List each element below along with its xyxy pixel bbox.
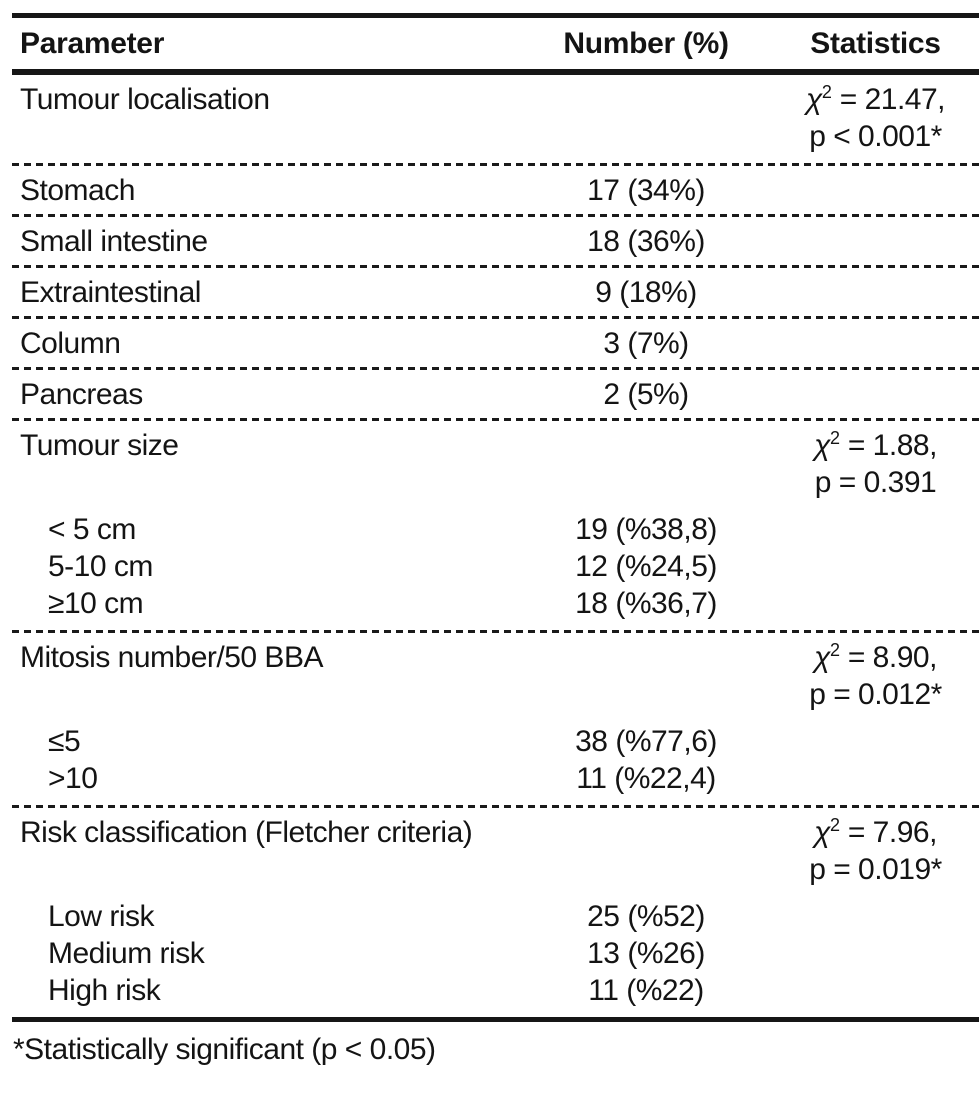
table-bottom-rule: [12, 1017, 979, 1022]
chi-symbol: χ: [814, 429, 830, 462]
stats-cell: χ2 = 1.88,: [772, 427, 979, 464]
table-row: Medium risk 13 (%26): [12, 935, 979, 972]
parameter-cell: High risk: [48, 974, 161, 1007]
spacer: [12, 501, 979, 511]
dashed-divider: [12, 630, 979, 633]
parameter-cell: ≤5: [48, 725, 81, 758]
table-row: Extraintestinal 9 (18%): [12, 274, 979, 311]
stats-cell: χ2 = 7.96,: [772, 814, 979, 851]
parameter-cell: Low risk: [48, 900, 155, 933]
parameter-cell: Tumour localisation: [20, 83, 270, 116]
table-row: p = 0.019*: [12, 851, 979, 888]
dashed-divider: [12, 163, 979, 166]
number-cell: 13 (%26): [587, 937, 705, 970]
table-header-row: Parameter Number (%) Statistics: [12, 18, 979, 75]
table-row: >10 11 (%22,4): [12, 760, 979, 797]
chi-symbol: χ: [814, 816, 830, 849]
number-cell: 17 (34%): [587, 174, 705, 207]
chi-exponent: 2: [829, 640, 840, 660]
parameter-cell: 5-10 cm: [48, 550, 153, 583]
dashed-divider: [12, 265, 979, 268]
table-row: p = 0.012*: [12, 676, 979, 713]
table-row: 5-10 cm 12 (%24,5): [12, 548, 979, 585]
chi-value: = 21.47,: [831, 83, 946, 116]
parameter-cell: Pancreas: [20, 378, 143, 411]
row-extraintestinal: Extraintestinal 9 (18%): [12, 268, 979, 316]
dashed-divider: [12, 214, 979, 217]
number-cell: 9 (18%): [595, 276, 697, 309]
parameter-cell: >10: [48, 762, 98, 795]
table-row: Low risk 25 (%52): [12, 898, 979, 935]
parameter-cell: Small intestine: [20, 225, 208, 258]
table-row: Tumour localisation χ2 = 21.47,: [12, 81, 979, 118]
column-header-parameter: Parameter: [20, 27, 165, 60]
parameter-cell: Mitosis number/50 BBA: [20, 641, 323, 674]
section-mitosis-number: Mitosis number/50 BBA χ2 = 8.90, p = 0.0…: [12, 633, 979, 805]
dashed-divider: [12, 367, 979, 370]
chi-value: = 7.96,: [839, 816, 938, 849]
number-cell: 2 (5%): [603, 378, 689, 411]
chi-symbol: χ: [814, 641, 830, 674]
table-row: Pancreas 2 (5%): [12, 376, 979, 413]
table-row: Stomach 17 (34%): [12, 172, 979, 209]
chi-symbol: χ: [805, 83, 822, 116]
table-row: ≥10 cm 18 (%36,7): [12, 585, 979, 622]
chi-value: = 8.90,: [839, 641, 938, 674]
p-value: p = 0.391: [814, 466, 937, 499]
statistics-table: Parameter Number (%) Statistics Tumour l…: [12, 13, 979, 1022]
section-risk-classification: Risk classification (Fletcher criteria) …: [12, 808, 979, 1017]
p-value: p = 0.019*: [809, 853, 942, 886]
section-tumour-localisation: Tumour localisation χ2 = 21.47, p < 0.00…: [12, 75, 979, 163]
number-cell: 25 (%52): [587, 900, 705, 933]
parameter-cell: Risk classification (Fletcher criteria): [20, 816, 473, 849]
parameter-cell: Stomach: [20, 174, 135, 207]
parameter-cell: Extraintestinal: [20, 276, 201, 309]
dashed-divider: [12, 316, 979, 319]
column-header-number: Number (%): [563, 27, 729, 60]
section-tumour-size: Tumour size χ2 = 1.88, p = 0.391 < 5 cm …: [12, 421, 979, 630]
chi-exponent: 2: [821, 82, 832, 102]
row-stomach: Stomach 17 (34%): [12, 166, 979, 214]
table-row: Column 3 (7%): [12, 325, 979, 362]
spacer: [12, 888, 979, 898]
row-small-intestine: Small intestine 18 (36%): [12, 217, 979, 265]
chi-exponent: 2: [829, 815, 840, 835]
parameter-cell: Tumour size: [20, 429, 179, 462]
chi-exponent: 2: [829, 428, 840, 448]
number-cell: 3 (7%): [603, 327, 689, 360]
number-cell: 12 (%24,5): [575, 550, 717, 583]
number-cell: 11 (%22,4): [576, 762, 716, 795]
p-value: p = 0.012*: [809, 678, 942, 711]
table-row: High risk 11 (%22): [12, 972, 979, 1009]
table-row: Small intestine 18 (36%): [12, 223, 979, 260]
parameter-cell: Medium risk: [48, 937, 205, 970]
row-column: Column 3 (7%): [12, 319, 979, 367]
number-cell: 18 (36%): [587, 225, 705, 258]
p-value: p < 0.001*: [809, 120, 942, 153]
table-row: < 5 cm 19 (%38,8): [12, 511, 979, 548]
parameter-cell: Column: [20, 327, 121, 360]
number-cell: 18 (%36,7): [575, 587, 717, 620]
table-row: Mitosis number/50 BBA χ2 = 8.90,: [12, 639, 979, 676]
stats-cell: χ2 = 8.90,: [772, 639, 979, 676]
chi-value: = 1.88,: [839, 429, 938, 462]
table-row: ≤5 38 (%77,6): [12, 723, 979, 760]
number-cell: 11 (%22): [588, 974, 704, 1007]
parameter-cell: ≥10 cm: [48, 587, 144, 620]
dashed-divider: [12, 418, 979, 421]
table-row: p = 0.391: [12, 464, 979, 501]
footnote: *Statistically significant (p < 0.05): [13, 1033, 436, 1066]
table-row: Tumour size χ2 = 1.88,: [12, 427, 979, 464]
number-cell: 38 (%77,6): [575, 725, 717, 758]
table-row: Risk classification (Fletcher criteria) …: [12, 814, 979, 851]
table-row: p < 0.001*: [12, 118, 979, 155]
row-pancreas: Pancreas 2 (5%): [12, 370, 979, 418]
parameter-cell: < 5 cm: [48, 513, 136, 546]
dashed-divider: [12, 805, 979, 808]
number-cell: 19 (%38,8): [575, 513, 717, 546]
stats-cell: χ2 = 21.47,: [772, 81, 979, 118]
column-header-statistics: Statistics: [810, 27, 941, 60]
spacer: [12, 713, 979, 723]
